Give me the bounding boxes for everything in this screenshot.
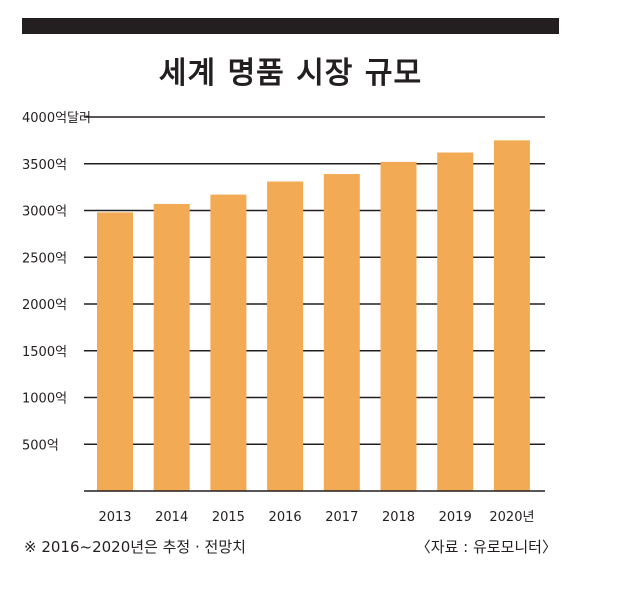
x-tick-label: 2013 (98, 510, 131, 525)
x-tick-label: 2017 (325, 510, 358, 525)
y-tick-label: 3000억 (22, 205, 67, 220)
bar-2014 (153, 203, 190, 491)
y-tick-label: 2500억 (22, 251, 67, 266)
bar-2013 (97, 212, 133, 491)
bar-2015 (210, 194, 247, 492)
y-tick-label: 1000억 (22, 392, 67, 407)
y-tick-label: 500억 (22, 438, 59, 453)
x-tick-label: 2020년 (489, 510, 534, 525)
x-tick-label: 2015 (212, 510, 245, 525)
y-tick-label: 1500억 (22, 345, 67, 360)
bar-2020년 (493, 140, 530, 491)
y-tick-label: 3500억 (22, 158, 67, 173)
x-tick-label: 2014 (155, 510, 188, 525)
x-tick-label: 2018 (382, 510, 415, 525)
x-tick-label: 2016 (269, 510, 302, 525)
source-note: 〈자료 : 유로모니터〉 (415, 538, 557, 556)
chart-title: 세계 명품 시장 규모 (158, 56, 423, 91)
bar-2017 (323, 174, 360, 491)
bar-2018 (380, 161, 417, 491)
footnote: ※ 2016~2020년은 추정 · 전망치 (24, 538, 246, 556)
y-tick-label: 2000억 (22, 298, 67, 313)
bar-2016 (267, 181, 304, 491)
x-tick-label: 2019 (439, 510, 472, 525)
y-tick-label: 4000억달러 (22, 111, 91, 126)
bar-2019 (437, 152, 474, 491)
header-bar (22, 18, 559, 34)
